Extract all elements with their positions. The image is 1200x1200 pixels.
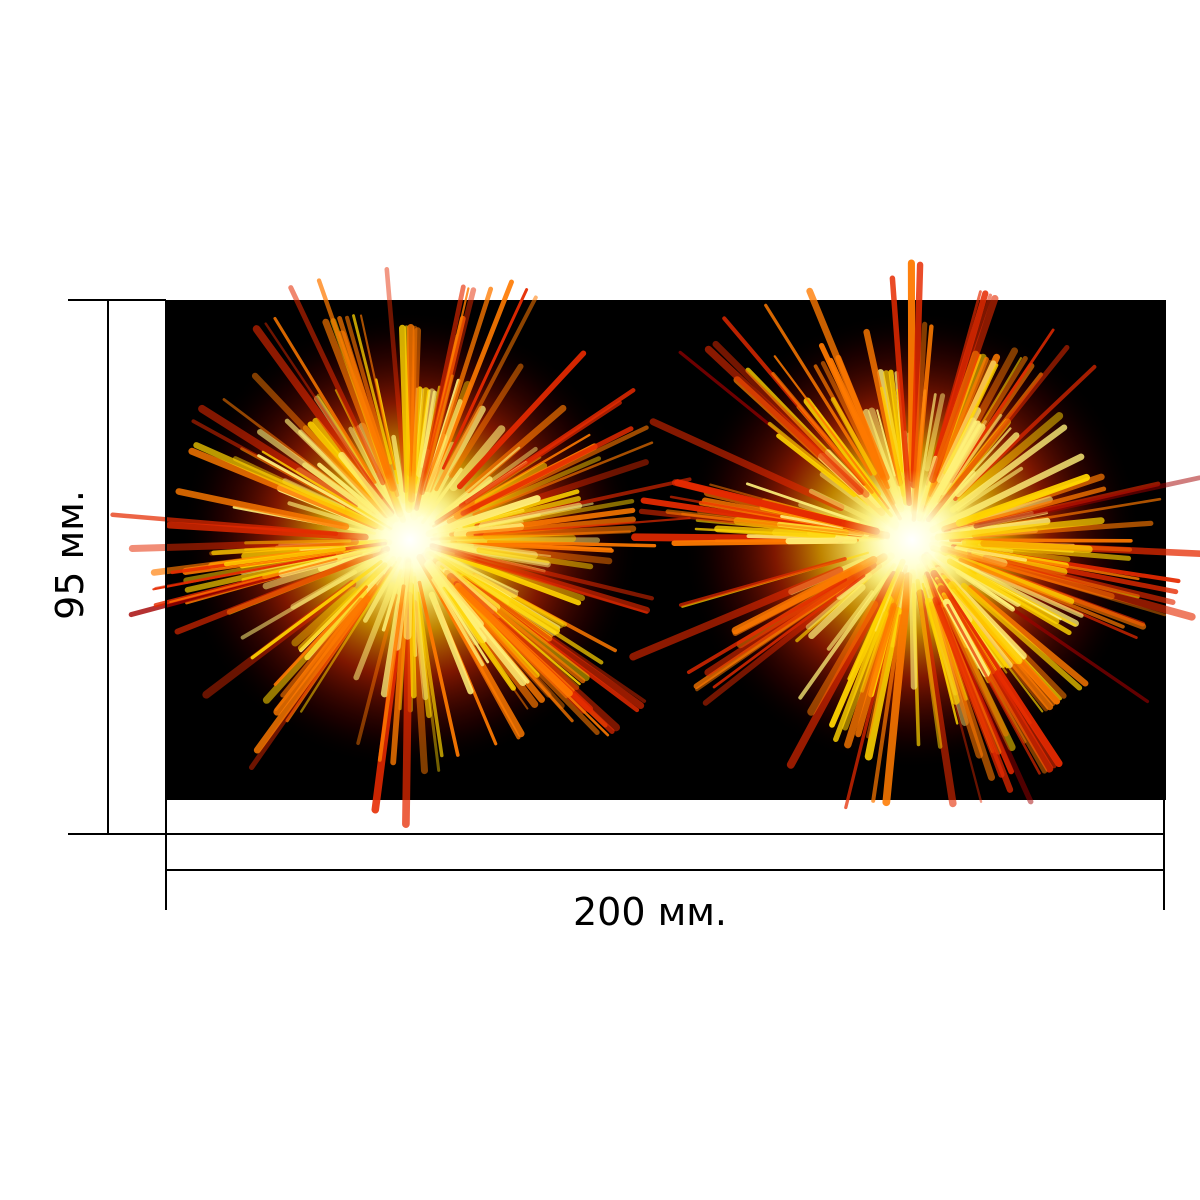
firework-burst-left bbox=[110, 266, 692, 828]
width-dimension-label: 200 мм. bbox=[572, 890, 728, 934]
firework-burst-right bbox=[629, 259, 1200, 810]
bursts-group bbox=[110, 259, 1200, 828]
height-dimension-label: 95 мм. bbox=[48, 490, 92, 620]
